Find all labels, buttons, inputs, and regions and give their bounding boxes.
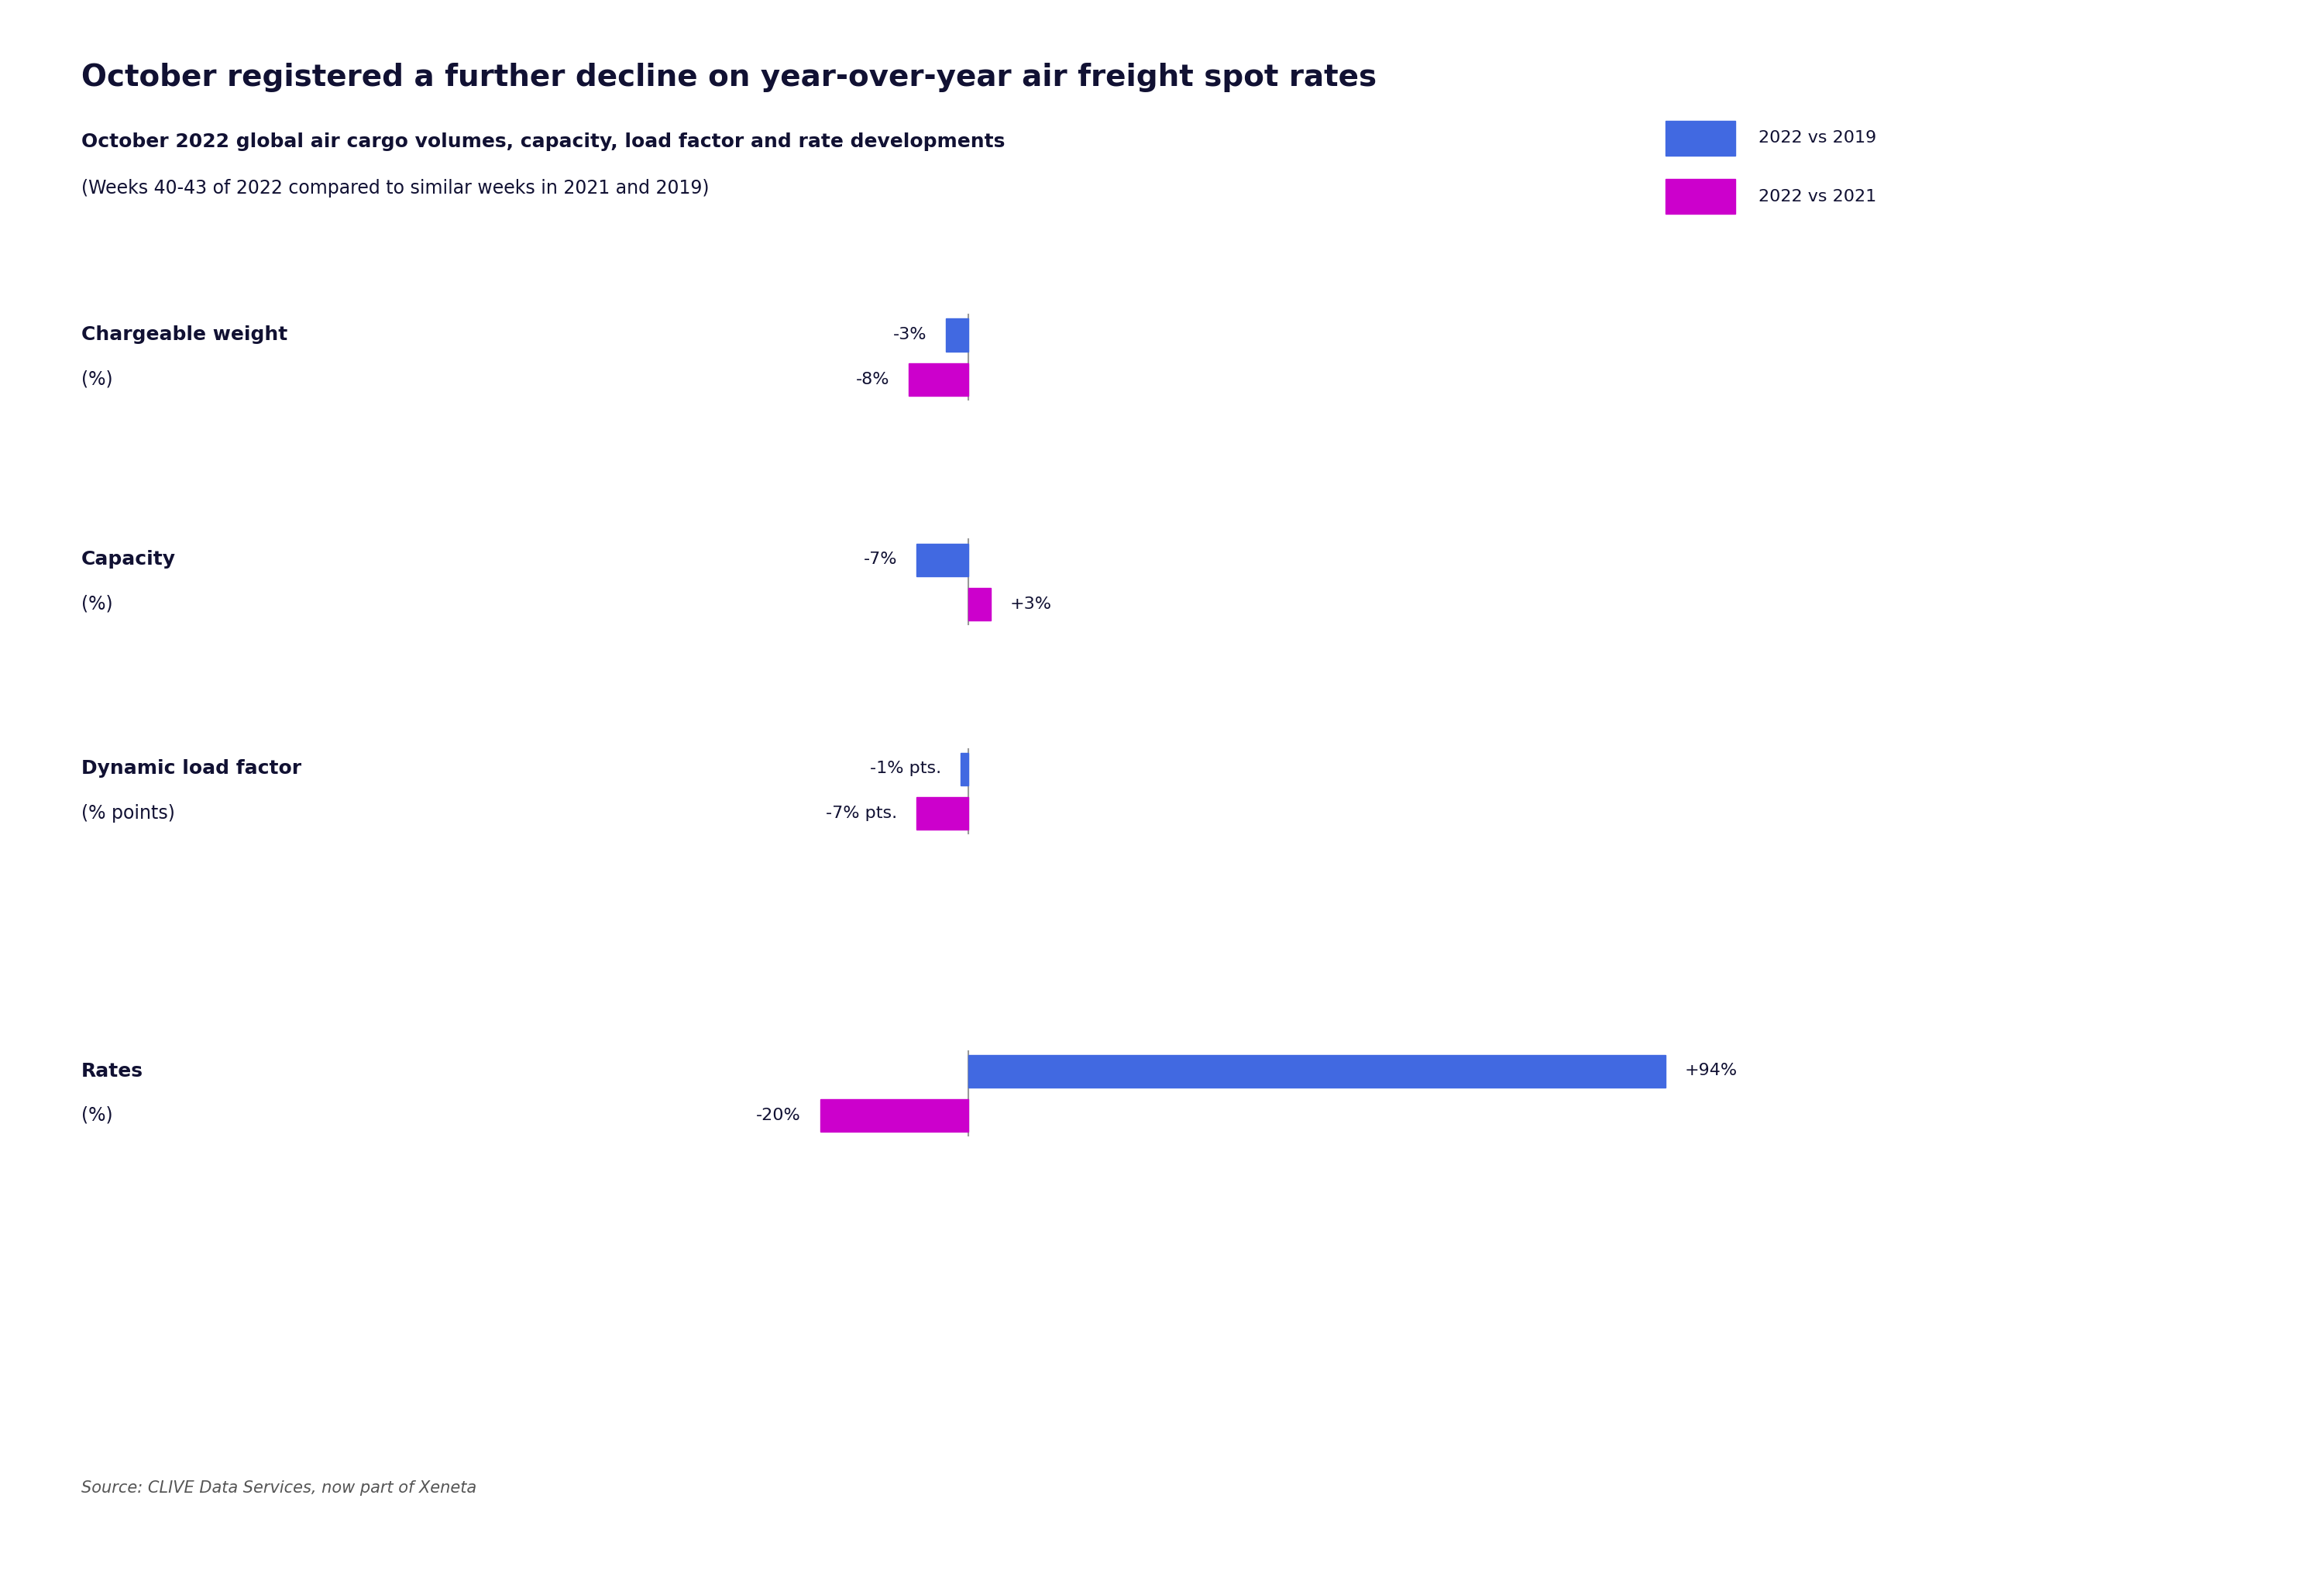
Text: (% points): (% points) <box>81 803 174 822</box>
Text: Rates: Rates <box>81 1061 144 1080</box>
Text: (%): (%) <box>81 370 114 389</box>
Text: -3%: -3% <box>892 327 927 343</box>
Bar <box>820 1099 969 1132</box>
Bar <box>946 319 969 351</box>
Text: Dynamic load factor: Dynamic load factor <box>81 759 302 778</box>
Text: (%): (%) <box>81 1105 114 1124</box>
Text: Source: CLIVE Data Services, now part of Xeneta: Source: CLIVE Data Services, now part of… <box>81 1480 476 1496</box>
Bar <box>1666 179 1736 213</box>
Text: +94%: +94% <box>1685 1062 1738 1078</box>
Bar <box>916 544 969 575</box>
Bar <box>916 797 969 828</box>
Bar <box>960 753 969 786</box>
Text: 2022 vs 2021: 2022 vs 2021 <box>1759 188 1875 204</box>
Text: -1% pts.: -1% pts. <box>869 760 941 776</box>
Text: October registered a further decline on year-over-year air freight spot rates: October registered a further decline on … <box>81 63 1376 92</box>
Text: (Weeks 40-43 of 2022 compared to similar weeks in 2021 and 2019): (Weeks 40-43 of 2022 compared to similar… <box>81 179 709 198</box>
Text: -7%: -7% <box>862 552 897 568</box>
Text: +3%: +3% <box>1011 596 1053 612</box>
Text: October 2022 global air cargo volumes, capacity, load factor and rate developmen: October 2022 global air cargo volumes, c… <box>81 133 1004 152</box>
Bar <box>969 1055 1666 1088</box>
Bar <box>1666 120 1736 155</box>
Bar <box>969 588 990 620</box>
Text: (%): (%) <box>81 594 114 613</box>
Text: -20%: -20% <box>755 1107 802 1123</box>
Text: -8%: -8% <box>855 372 890 387</box>
Text: -7% pts.: -7% pts. <box>825 805 897 821</box>
Text: Capacity: Capacity <box>81 550 177 569</box>
Text: Chargeable weight: Chargeable weight <box>81 326 288 345</box>
Text: 2022 vs 2019: 2022 vs 2019 <box>1759 131 1875 145</box>
Bar <box>909 364 969 395</box>
